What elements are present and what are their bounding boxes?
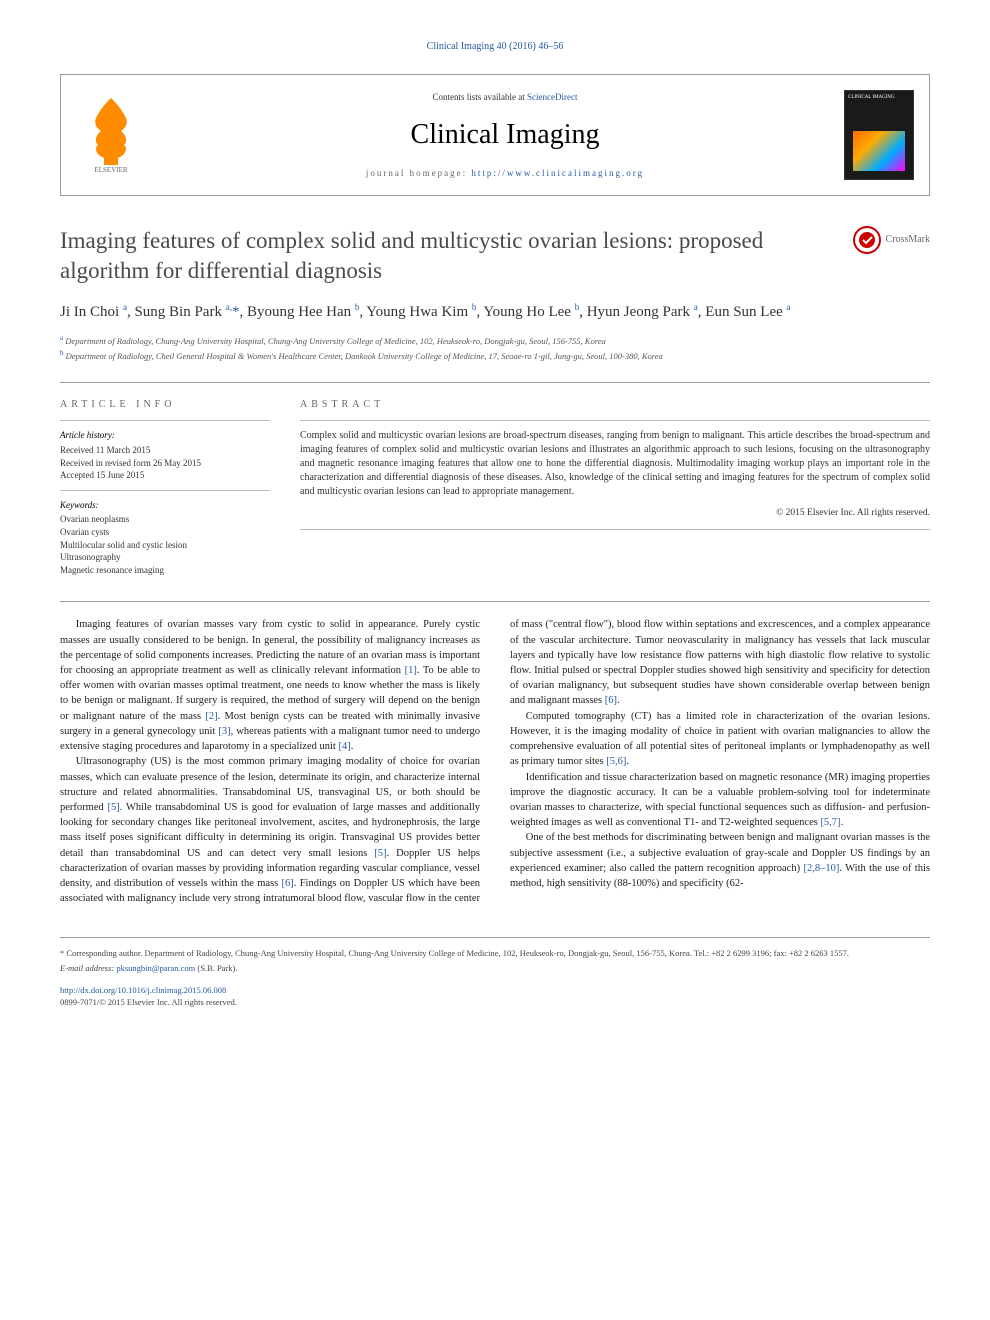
article-title: Imaging features of complex solid and mu… [60, 226, 930, 286]
keyword: Multilocular solid and cystic lesion [60, 539, 270, 552]
cover-image [853, 131, 905, 171]
journal-citation-link[interactable]: Clinical Imaging 40 (2016) 46–56 [60, 40, 930, 54]
citation-link[interactable]: [6] [605, 695, 617, 706]
crossmark-badge[interactable]: CrossMark [853, 226, 930, 254]
revised-date: Received in revised form 26 May 2015 [60, 457, 270, 470]
doi-link[interactable]: http://dx.doi.org/10.1016/j.clinimag.201… [60, 985, 930, 997]
article-body: Imaging features of ovarian masses vary … [60, 617, 930, 906]
article-info-column: ARTICLE INFO Article history: Received 1… [60, 398, 270, 576]
abstract-copyright: © 2015 Elsevier Inc. All rights reserved… [300, 507, 930, 520]
citation-link[interactable]: [2] [205, 711, 217, 722]
email-suffix: (S.B. Park). [195, 963, 237, 973]
info-divider [60, 490, 270, 491]
author-list: Ji In Choi a, Sung Bin Park a,*, Byoung … [60, 301, 930, 324]
corresponding-author-note: * Corresponding author. Department of Ra… [60, 948, 930, 960]
contents-prefix: Contents lists available at [433, 92, 527, 102]
keyword: Ovarian cysts [60, 526, 270, 539]
corresponding-star: * [60, 948, 64, 958]
abstract-divider-bottom [300, 529, 930, 530]
citation-link[interactable]: [3] [218, 726, 230, 737]
citation-link[interactable]: [5] [374, 848, 386, 859]
journal-cover-thumbnail: CLINICAL IMAGING [844, 90, 914, 180]
crossmark-icon [853, 226, 881, 254]
crossmark-label: CrossMark [886, 233, 930, 247]
article-info-heading: ARTICLE INFO [60, 398, 270, 412]
svg-text:ELSEVIER: ELSEVIER [94, 166, 127, 173]
journal-header-box: ELSEVIER Contents lists available at Sci… [60, 74, 930, 196]
header-center: Contents lists available at ScienceDirec… [166, 91, 844, 179]
body-paragraph: Imaging features of ovarian masses vary … [60, 617, 480, 754]
email-label: E-mail address: [60, 963, 116, 973]
page-footer: * Corresponding author. Department of Ra… [60, 937, 930, 1010]
citation-link[interactable]: [5] [108, 802, 120, 813]
abstract-heading: ABSTRACT [300, 398, 930, 412]
citation-link[interactable]: [5,7] [820, 817, 840, 828]
issn-copyright-line: 0899-7071/© 2015 Elsevier Inc. All right… [60, 997, 930, 1009]
body-paragraph: Computed tomography (CT) has a limited r… [510, 709, 930, 770]
citation-link[interactable]: [5,6] [606, 756, 626, 767]
cover-title: CLINICAL IMAGING [845, 91, 913, 104]
affiliations: a Department of Radiology, Chung-Ang Uni… [60, 333, 930, 362]
abstract-divider [300, 420, 930, 421]
sciencedirect-link[interactable]: ScienceDirect [527, 92, 577, 102]
body-paragraph: Identification and tissue characterizati… [510, 770, 930, 831]
citation-link[interactable]: [4] [338, 741, 350, 752]
history-heading: Article history: [60, 429, 270, 442]
keyword: Magnetic resonance imaging [60, 564, 270, 577]
affiliation-b: b Department of Radiology, Cheil General… [60, 348, 930, 363]
citation-link[interactable]: [6] [282, 878, 294, 889]
keyword: Ovarian neoplasms [60, 513, 270, 526]
info-abstract-row: ARTICLE INFO Article history: Received 1… [60, 398, 930, 576]
divider [60, 601, 930, 602]
corresponding-email-line: E-mail address: pksungbin@paran.com (S.B… [60, 963, 930, 975]
citation-link[interactable]: [2,8–10] [803, 863, 839, 874]
keywords-heading: Keywords: [60, 499, 270, 512]
citation-link[interactable]: [1] [405, 665, 417, 676]
keyword: Ultrasonography [60, 551, 270, 564]
body-paragraph: One of the best methods for discriminati… [510, 830, 930, 891]
journal-homepage-link[interactable]: http://www.clinicalimaging.org [471, 168, 644, 178]
abstract-column: ABSTRACT Complex solid and multicystic o… [300, 398, 930, 576]
affiliation-a: a Department of Radiology, Chung-Ang Uni… [60, 333, 930, 348]
divider [60, 382, 930, 383]
accepted-date: Accepted 15 June 2015 [60, 469, 270, 482]
abstract-text: Complex solid and multicystic ovarian le… [300, 429, 930, 499]
received-date: Received 11 March 2015 [60, 444, 270, 457]
elsevier-logo: ELSEVIER [76, 93, 166, 178]
corresponding-email-link[interactable]: pksungbin@paran.com [116, 963, 195, 973]
homepage-prefix: journal homepage: [366, 168, 471, 178]
journal-homepage-line: journal homepage: http://www.clinicalima… [166, 167, 844, 180]
journal-name: Clinical Imaging [166, 115, 844, 154]
contents-available-line: Contents lists available at ScienceDirec… [166, 91, 844, 104]
info-divider [60, 420, 270, 421]
